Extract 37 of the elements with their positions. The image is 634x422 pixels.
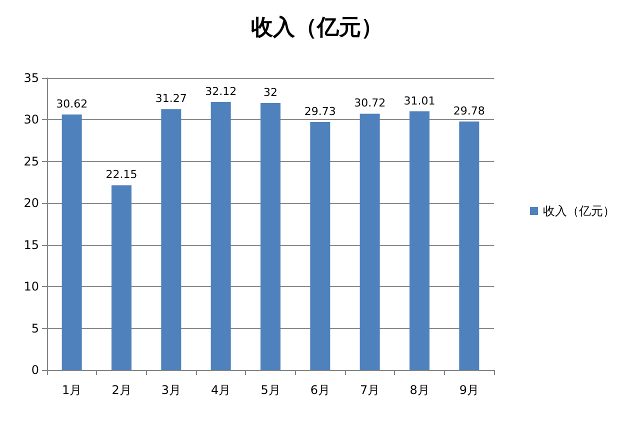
y-tick-label: 35 [24, 71, 39, 85]
x-tick-label: 5月 [260, 383, 280, 397]
y-tick-label: 30 [24, 112, 39, 127]
bar [210, 102, 231, 370]
data-label: 30.72 [354, 96, 386, 110]
x-tick-label: 9月 [459, 383, 479, 397]
bar [62, 114, 82, 370]
x-tick-label: 8月 [410, 383, 430, 397]
data-label: 29.78 [453, 104, 485, 118]
x-tick-label: 2月 [112, 383, 132, 397]
data-label: 32 [264, 86, 278, 100]
bar [310, 122, 330, 370]
y-tick-label: 15 [24, 238, 39, 252]
data-label: 31.27 [155, 92, 187, 106]
bar [360, 114, 380, 370]
chart-title: 收入（亿元） [251, 16, 383, 40]
bar [161, 109, 182, 370]
bar [410, 111, 430, 370]
bar [459, 122, 480, 370]
data-label: 31.01 [404, 94, 436, 108]
bar [112, 185, 132, 370]
y-tick-label: 10 [24, 280, 39, 294]
y-tick-label: 5 [31, 321, 39, 336]
y-tick-label: 25 [24, 154, 39, 168]
data-label: 30.62 [56, 98, 88, 111]
x-tick-label: 1月 [62, 383, 82, 397]
legend-label: 收入（亿元） [543, 204, 615, 218]
bar [260, 103, 280, 370]
y-tick-label: 0 [31, 363, 39, 377]
x-tick-label: 3月 [161, 383, 181, 397]
y-tick-label: 20 [24, 196, 39, 210]
data-label: 22.15 [106, 168, 138, 182]
x-tick-label: 7月 [360, 383, 380, 397]
data-label: 32.12 [205, 85, 237, 98]
x-tick-label: 4月 [211, 383, 231, 397]
data-label: 29.73 [304, 104, 336, 118]
x-tick-label: 6月 [310, 383, 330, 397]
